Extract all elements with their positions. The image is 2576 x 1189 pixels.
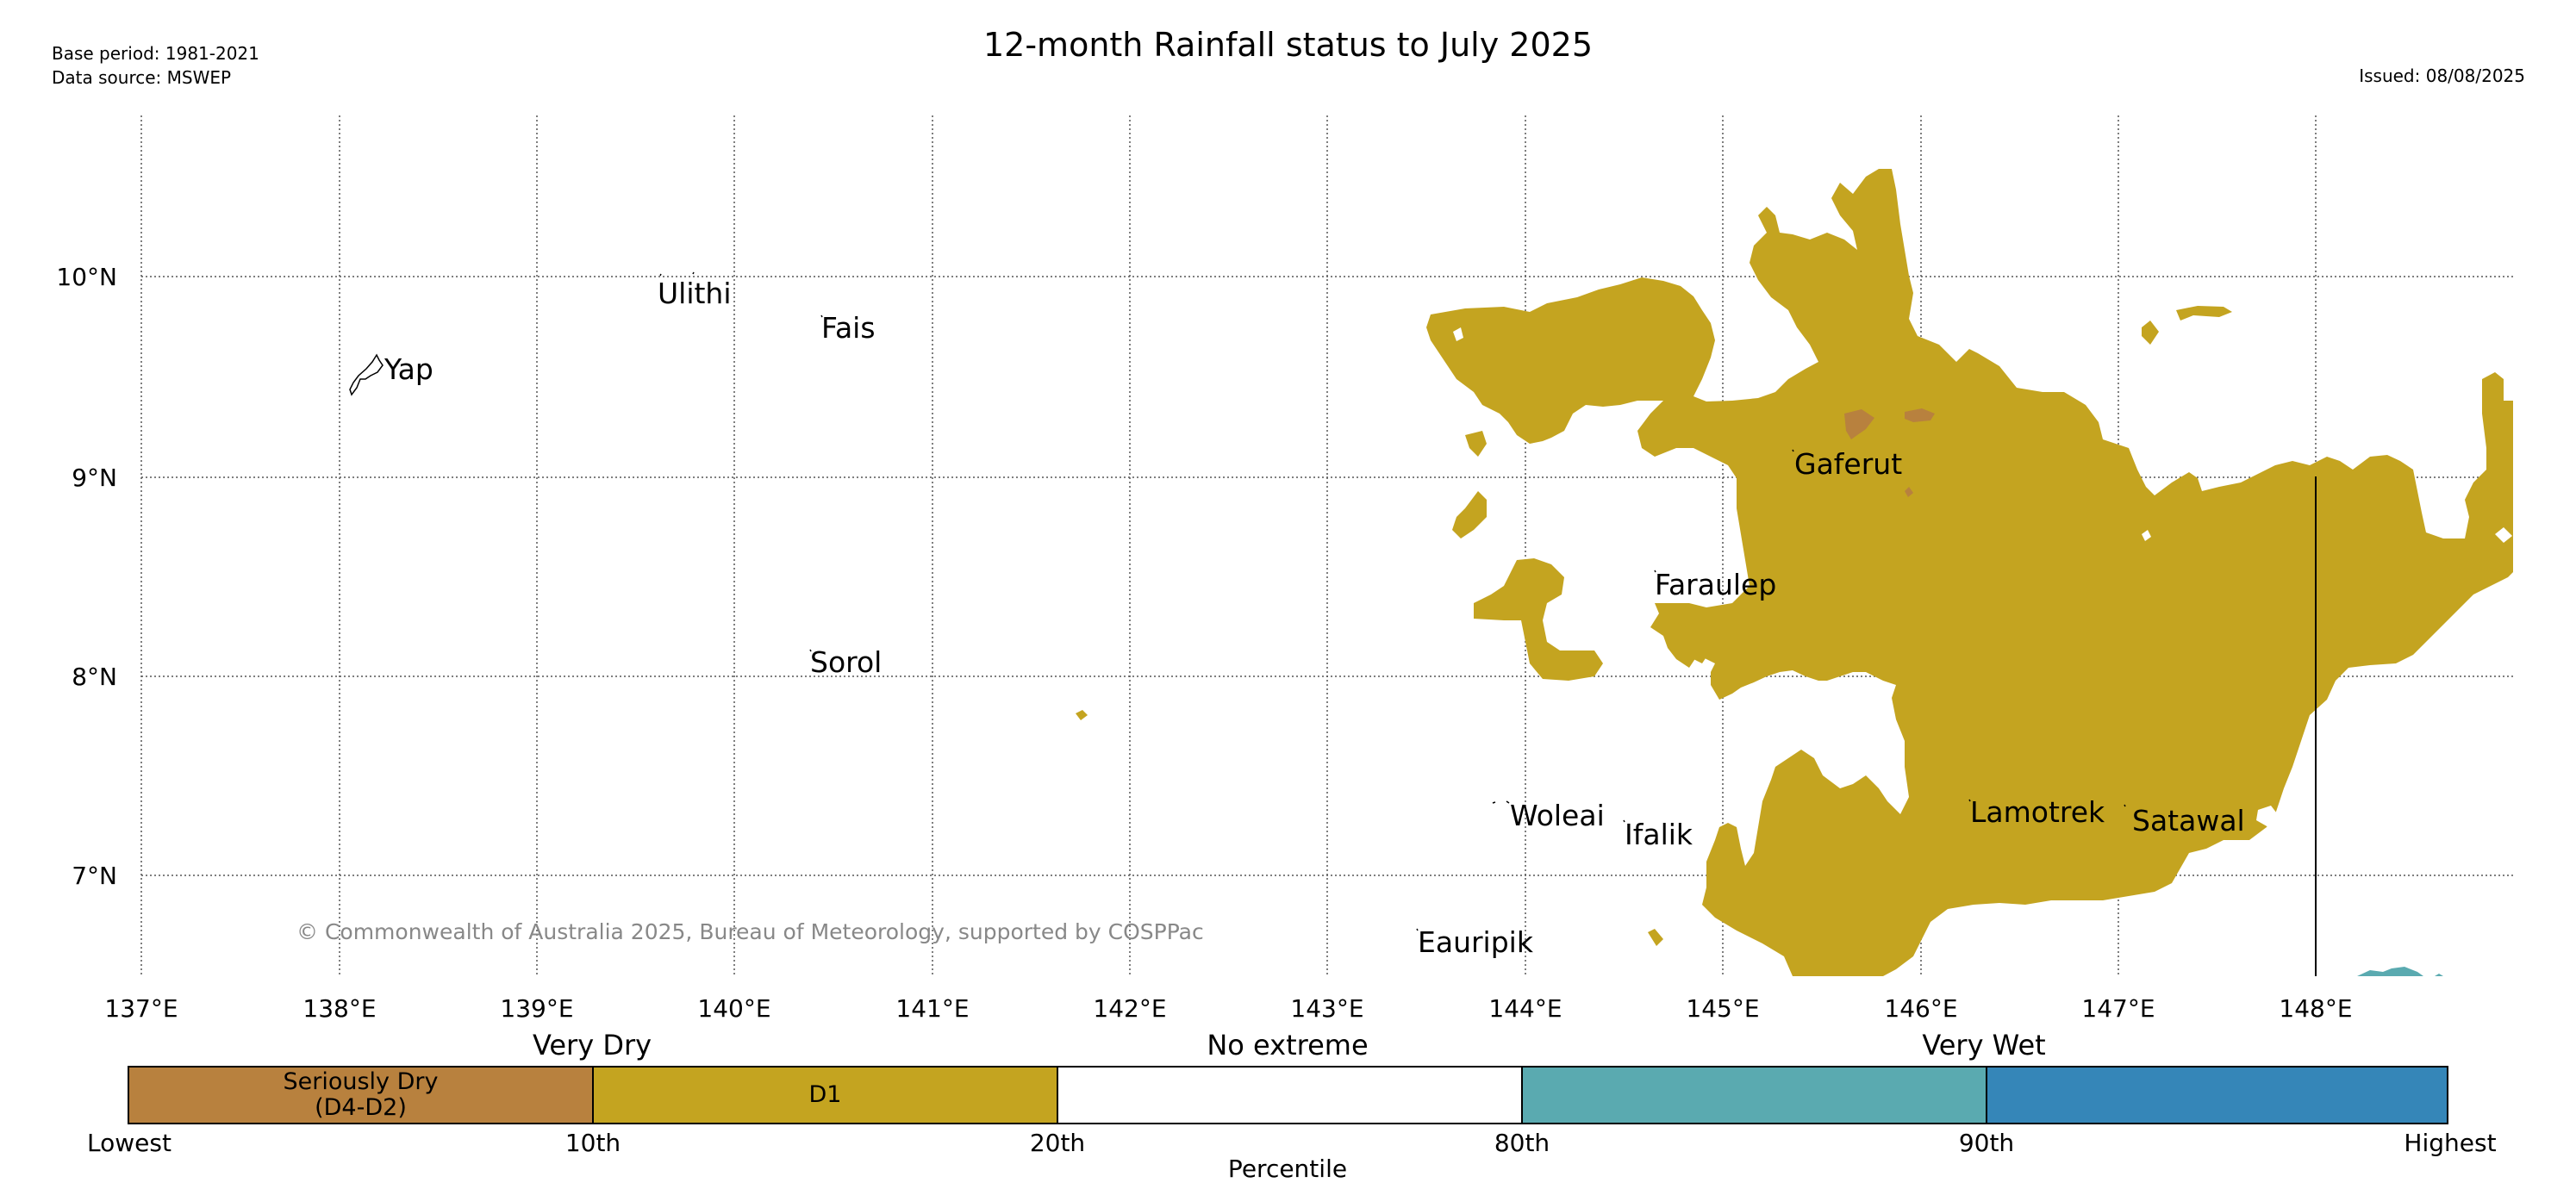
- place-label-fais: Fais: [821, 311, 876, 345]
- lon-label-147e: 147°E: [2081, 994, 2155, 1023]
- page-title: 12-month Rainfall status to July 2025: [982, 26, 1594, 64]
- place-label-ifalik: Ifalik: [1625, 818, 1693, 851]
- yap-island-outline: [349, 353, 384, 396]
- data-source-text: Data source: MSWEP: [52, 67, 232, 88]
- colorbar-wet: [1521, 1066, 1987, 1124]
- place-label-sorol: Sorol: [810, 645, 882, 679]
- lon-label-144e: 144°E: [1488, 994, 1562, 1023]
- tick-highest: Highest: [2404, 1129, 2497, 1157]
- lon-label-146e: 146°E: [1884, 994, 1957, 1023]
- place-label-lamotrek: Lamotrek: [1970, 795, 2105, 829]
- lon-label-142e: 142°E: [1093, 994, 1166, 1023]
- lon-label-143e: 143°E: [1290, 994, 1363, 1023]
- place-label-gaferut: Gaferut: [1794, 447, 1902, 481]
- map-gridlines: [140, 115, 2513, 976]
- lon-label-137e: 137°E: [104, 994, 178, 1023]
- tick-lowest: Lowest: [87, 1129, 172, 1157]
- seriously-dry-patches: [1844, 408, 1935, 497]
- lon-label-145e: 145°E: [1686, 994, 1759, 1023]
- colorbar-no-extreme: [1057, 1066, 1523, 1124]
- place-label-woleai: Woleai: [1510, 799, 1605, 832]
- tick-20th: 20th: [1029, 1129, 1086, 1157]
- lat-label-8n: 8°N: [72, 663, 117, 691]
- place-label-eauripik: Eauripik: [1418, 925, 1534, 959]
- tick-80th: 80th: [1494, 1129, 1550, 1157]
- lon-label-139e: 139°E: [500, 994, 573, 1023]
- colorbar-d1: D1: [592, 1066, 1058, 1124]
- place-label-yap: Yap: [384, 352, 433, 386]
- lon-label-140e: 140°E: [697, 994, 770, 1023]
- lat-label-9n: 9°N: [72, 464, 117, 492]
- lon-label-138e: 138°E: [303, 994, 376, 1023]
- place-label-faraulep: Faraulep: [1655, 568, 1776, 601]
- colorbar-seriously-dry: Seriously Dry (D4-D2): [128, 1066, 594, 1124]
- seriously-dry-label-line1: Seriously Dry: [283, 1068, 439, 1095]
- category-no-extreme: No extreme: [1207, 1029, 1369, 1061]
- lon-label-148e: 148°E: [2279, 994, 2352, 1023]
- island-markers: [349, 271, 2126, 931]
- place-label-satawal: Satawal: [2132, 804, 2245, 837]
- category-very-dry: Very Dry: [532, 1029, 652, 1061]
- tick-10th: 10th: [564, 1129, 621, 1157]
- colorbar-xlabel: Percentile: [1227, 1155, 1348, 1183]
- lat-label-10n: 10°N: [56, 263, 117, 291]
- colorbar-very-wet: [1986, 1066, 2448, 1124]
- base-period-text: Base period: 1981-2021: [52, 43, 259, 64]
- lat-label-7n: 7°N: [72, 862, 117, 890]
- category-very-wet: Very Wet: [1922, 1029, 2046, 1061]
- lon-label-141e: 141°E: [895, 994, 969, 1023]
- issued-date: Issued: 08/08/2025: [2359, 65, 2525, 86]
- seriously-dry-label-line2: (D4-D2): [315, 1094, 407, 1121]
- d1-label: D1: [808, 1081, 842, 1108]
- place-label-ulithi: Ulithi: [658, 277, 732, 310]
- copyright-notice: © Commonwealth of Australia 2025, Bureau…: [296, 919, 1204, 944]
- d1-rainfall-region: [1076, 169, 2513, 976]
- wet-patches: [2357, 967, 2443, 976]
- tick-90th: 90th: [1958, 1129, 2015, 1157]
